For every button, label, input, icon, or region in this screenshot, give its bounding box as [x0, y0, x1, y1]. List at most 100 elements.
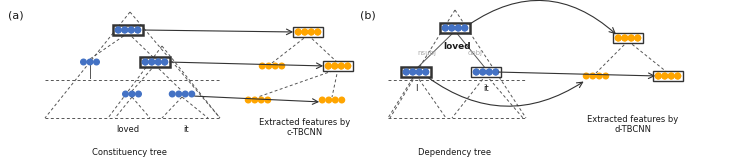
Text: Dependency tree: Dependency tree: [419, 148, 491, 157]
Circle shape: [308, 29, 314, 35]
Circle shape: [189, 91, 195, 97]
Circle shape: [129, 91, 135, 97]
Circle shape: [122, 27, 127, 33]
Circle shape: [315, 29, 321, 35]
Circle shape: [403, 69, 409, 75]
Text: Constituency tree: Constituency tree: [93, 148, 167, 157]
Circle shape: [135, 27, 141, 33]
Circle shape: [339, 63, 344, 69]
Circle shape: [266, 63, 271, 69]
Circle shape: [622, 35, 628, 41]
Circle shape: [442, 25, 448, 31]
Text: it: it: [483, 84, 489, 93]
Circle shape: [622, 35, 628, 41]
Circle shape: [423, 69, 428, 75]
Circle shape: [245, 97, 251, 103]
Circle shape: [170, 91, 175, 97]
Circle shape: [128, 27, 134, 33]
Circle shape: [156, 59, 161, 65]
Circle shape: [449, 25, 454, 31]
Circle shape: [493, 69, 499, 75]
Circle shape: [142, 59, 148, 65]
Circle shape: [279, 63, 285, 69]
Circle shape: [319, 97, 325, 103]
Circle shape: [486, 69, 492, 75]
Circle shape: [675, 73, 680, 79]
Text: (a): (a): [8, 10, 24, 20]
Circle shape: [149, 59, 155, 65]
Circle shape: [302, 29, 308, 35]
Text: dobj: dobj: [468, 50, 482, 56]
Circle shape: [325, 63, 331, 69]
Circle shape: [273, 63, 278, 69]
Circle shape: [423, 69, 428, 75]
Circle shape: [597, 73, 602, 79]
Circle shape: [583, 73, 589, 79]
Circle shape: [603, 73, 608, 79]
Circle shape: [325, 63, 331, 69]
Circle shape: [442, 25, 448, 31]
Circle shape: [656, 73, 661, 79]
Circle shape: [326, 97, 331, 103]
Circle shape: [296, 29, 301, 35]
Circle shape: [635, 35, 640, 41]
Circle shape: [136, 91, 142, 97]
Circle shape: [296, 29, 301, 35]
Circle shape: [308, 29, 314, 35]
FancyBboxPatch shape: [323, 61, 353, 71]
Circle shape: [116, 27, 121, 33]
Circle shape: [93, 59, 99, 65]
Circle shape: [410, 69, 416, 75]
Circle shape: [345, 63, 350, 69]
Circle shape: [473, 69, 479, 75]
Circle shape: [462, 25, 468, 31]
Circle shape: [332, 63, 338, 69]
Circle shape: [410, 69, 416, 75]
Circle shape: [675, 73, 680, 79]
Circle shape: [123, 91, 128, 97]
Circle shape: [128, 27, 134, 33]
Circle shape: [339, 63, 344, 69]
FancyBboxPatch shape: [140, 57, 170, 67]
Circle shape: [122, 27, 127, 33]
FancyBboxPatch shape: [401, 67, 431, 77]
Circle shape: [339, 97, 345, 103]
Circle shape: [628, 35, 634, 41]
Circle shape: [265, 97, 270, 103]
Circle shape: [162, 59, 167, 65]
Text: nsubj: nsubj: [417, 50, 436, 56]
Circle shape: [449, 25, 454, 31]
Circle shape: [149, 59, 155, 65]
Text: (b): (b): [360, 10, 376, 20]
Circle shape: [628, 35, 634, 41]
Circle shape: [259, 97, 264, 103]
Circle shape: [156, 59, 161, 65]
Circle shape: [635, 35, 640, 41]
Circle shape: [473, 69, 479, 75]
Circle shape: [493, 69, 499, 75]
Circle shape: [302, 29, 308, 35]
Circle shape: [480, 69, 485, 75]
Text: Extracted features by
d-TBCNN: Extracted features by d-TBCNN: [588, 115, 679, 134]
Circle shape: [87, 59, 93, 65]
FancyBboxPatch shape: [613, 33, 643, 43]
Circle shape: [480, 69, 485, 75]
Circle shape: [590, 73, 596, 79]
Circle shape: [81, 59, 86, 65]
Text: loved: loved: [443, 42, 471, 51]
Circle shape: [656, 73, 661, 79]
FancyBboxPatch shape: [113, 25, 143, 35]
Circle shape: [315, 29, 321, 35]
Circle shape: [142, 59, 148, 65]
Circle shape: [668, 73, 674, 79]
Circle shape: [486, 69, 492, 75]
Text: I: I: [415, 84, 417, 93]
Circle shape: [416, 69, 422, 75]
Circle shape: [135, 27, 141, 33]
Circle shape: [616, 35, 621, 41]
Text: loved: loved: [116, 125, 139, 134]
Text: it: it: [183, 125, 189, 134]
Circle shape: [416, 69, 422, 75]
FancyBboxPatch shape: [440, 23, 470, 33]
Circle shape: [116, 27, 121, 33]
